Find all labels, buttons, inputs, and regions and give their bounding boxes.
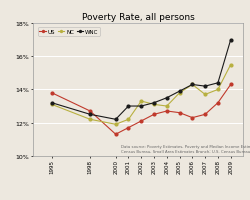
Line: US: US — [50, 84, 231, 136]
US — [228, 84, 231, 86]
WNC — [152, 102, 155, 104]
NC — [190, 84, 193, 86]
NC — [228, 64, 231, 66]
WNC — [190, 84, 193, 86]
NC — [216, 89, 218, 91]
Legend: US, NC, WNC: US, NC, WNC — [37, 28, 100, 36]
US — [216, 102, 218, 104]
WNC — [216, 82, 218, 85]
US — [203, 114, 206, 116]
WNC — [114, 118, 117, 121]
Line: WNC: WNC — [50, 39, 231, 121]
NC — [165, 105, 168, 108]
Text: Data source: Poverty Estimates, Poverty and Median Income Estimates - Counties, : Data source: Poverty Estimates, Poverty … — [121, 145, 250, 153]
US — [126, 127, 130, 129]
WNC — [88, 114, 91, 116]
Line: NC: NC — [50, 64, 231, 126]
WNC — [139, 105, 142, 108]
US — [139, 120, 142, 123]
NC — [114, 123, 117, 126]
NC — [126, 118, 130, 121]
US — [114, 133, 117, 136]
WNC — [50, 102, 53, 104]
NC — [139, 100, 142, 103]
WNC — [203, 86, 206, 88]
WNC — [126, 105, 130, 108]
US — [190, 117, 193, 119]
NC — [203, 94, 206, 96]
NC — [88, 118, 91, 121]
US — [177, 112, 180, 114]
US — [88, 110, 91, 113]
US — [50, 92, 53, 94]
US — [152, 114, 155, 116]
WNC — [177, 90, 180, 93]
WNC — [165, 97, 168, 99]
NC — [177, 92, 180, 94]
US — [165, 110, 168, 113]
Title: Poverty Rate, all persons: Poverty Rate, all persons — [81, 13, 194, 22]
NC — [152, 104, 155, 106]
WNC — [228, 39, 231, 42]
NC — [50, 104, 53, 106]
